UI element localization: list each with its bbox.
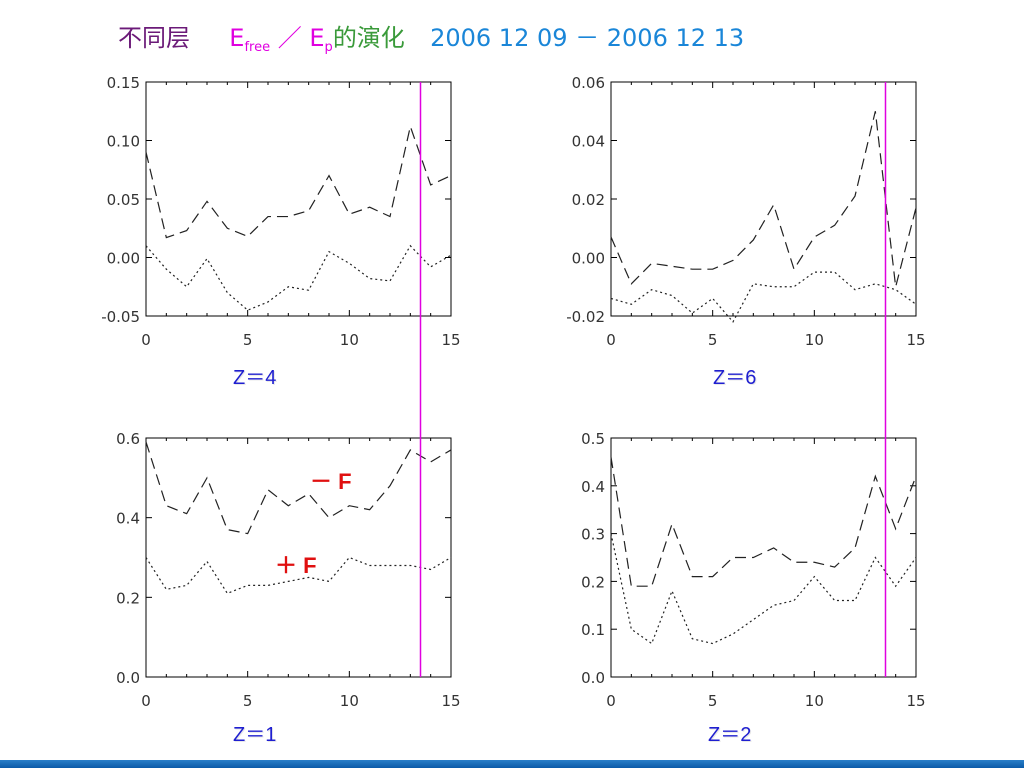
y-tick-label: 0.6 <box>116 430 140 448</box>
title-date-range: 2006 12 09 － 2006 12 13 <box>430 24 745 52</box>
y-tick-label: 0.2 <box>116 589 140 607</box>
x-tick-label: 15 <box>906 331 925 349</box>
x-tick-label: 0 <box>606 331 616 349</box>
title-slash: ／ <box>277 24 302 52</box>
series-dashed-z2 <box>610 457 917 587</box>
x-tick-label: 15 <box>441 331 460 349</box>
x-tick-label: 10 <box>805 692 824 710</box>
y-tick-label: 0.04 <box>572 133 605 151</box>
y-tick-label: 0.06 <box>572 74 605 92</box>
x-tick-label: 5 <box>243 331 253 349</box>
series-dotted-z6 <box>610 271 917 323</box>
annotation-plus-f: ＋ F <box>275 553 317 578</box>
plot-frame-z2 <box>610 437 917 678</box>
y-tick-label: 0.4 <box>116 510 140 528</box>
series-dotted-z2 <box>610 533 917 645</box>
panel-label-z2: Z＝2 <box>708 724 752 746</box>
slide-title: 不同层 Efree ／ Ep的演化 2006 12 09 － 2006 12 1… <box>118 18 744 58</box>
bottom-bar <box>0 760 1024 768</box>
series-dotted-z1 <box>145 556 452 595</box>
panel-label-z1: Z＝1 <box>233 724 277 746</box>
y-tick-label: 0.5 <box>581 430 605 448</box>
x-tick-label: 0 <box>141 331 151 349</box>
y-tick-label: -0.05 <box>101 308 140 326</box>
plot-frame-z6 <box>610 81 917 317</box>
title-e1: E <box>229 24 245 52</box>
y-tick-label: 0.3 <box>581 526 605 544</box>
y-tick-label: 0.02 <box>572 191 605 209</box>
y-tick-label: 0.00 <box>572 250 605 268</box>
y-tick-label: 0.10 <box>107 133 140 151</box>
title-e-free: Efree <box>229 24 271 55</box>
series-dashed-z1 <box>145 441 452 535</box>
x-tick-label: 15 <box>906 692 925 710</box>
x-tick-label: 5 <box>708 692 718 710</box>
series-dashed-z4 <box>145 124 452 239</box>
x-tick-label: 0 <box>141 692 151 710</box>
y-tick-label: -0.02 <box>566 308 605 326</box>
x-tick-label: 5 <box>708 331 718 349</box>
title-e1-subscript: free <box>244 40 271 55</box>
title-suffix: 的演化 <box>332 24 405 52</box>
plot-frame-z4 <box>145 81 452 317</box>
title-e2: E <box>309 24 325 52</box>
annotation-minus-f: － F <box>310 469 352 494</box>
x-tick-label: 15 <box>441 692 460 710</box>
y-tick-label: 0.00 <box>107 250 140 268</box>
y-tick-label: 0.15 <box>107 74 140 92</box>
x-tick-label: 5 <box>243 692 253 710</box>
y-tick-label: 0.0 <box>581 669 605 687</box>
y-tick-label: 0.4 <box>581 478 605 496</box>
title-prefix: 不同层 <box>118 24 190 52</box>
title-e2-subscript: p <box>324 40 333 55</box>
y-tick-label: 0.0 <box>116 669 140 687</box>
y-tick-label: 0.05 <box>107 191 140 209</box>
x-tick-label: 10 <box>805 331 824 349</box>
series-dotted-z4 <box>145 244 452 311</box>
title-e-p: Ep <box>309 24 333 55</box>
panel-label-z4: Z＝4 <box>233 367 277 389</box>
x-tick-label: 10 <box>340 331 359 349</box>
y-tick-label: 0.1 <box>581 621 605 639</box>
x-tick-label: 0 <box>606 692 616 710</box>
x-tick-label: 10 <box>340 692 359 710</box>
series-dashed-z6 <box>610 111 917 287</box>
y-tick-label: 0.2 <box>581 573 605 591</box>
panel-label-z6: Z＝6 <box>713 367 757 389</box>
